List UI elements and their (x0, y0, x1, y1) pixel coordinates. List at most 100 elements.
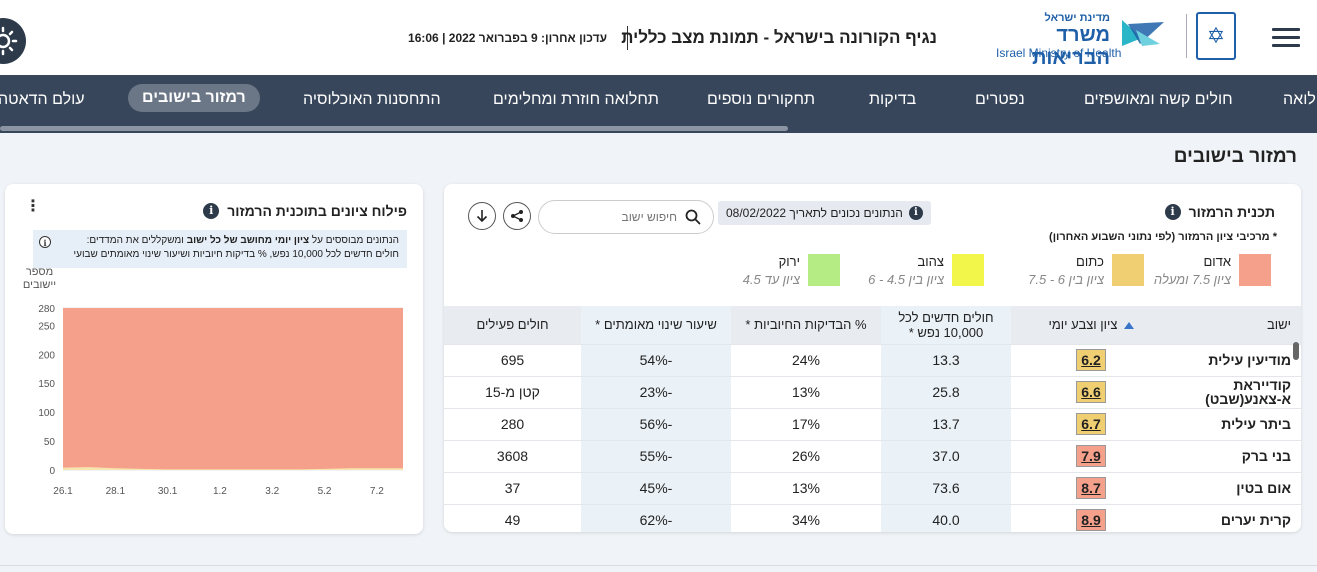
cell-change: -23% (581, 375, 731, 408)
legend-swatch (1239, 254, 1271, 286)
x-tick-label: 5.2 (318, 486, 332, 497)
cell-new-cases: 13.3 (881, 343, 1011, 376)
logo-small-text: מדינת ישראל (1044, 12, 1111, 24)
cell-active: 695 (444, 343, 581, 376)
section-title: רמזור בישובים (1173, 146, 1297, 167)
traffic-light-title: תכנית הרמזור i (1164, 204, 1275, 220)
legend-range: ציון בין 6 - 7.5 (1028, 272, 1104, 287)
cell-active: 3608 (444, 439, 581, 472)
more-options-icon[interactable]: ⋮ (25, 198, 41, 215)
data-date-text: הנתונים נכונים לתאריך 08/02/2022 (726, 206, 903, 220)
traffic-light-subtitle: * מרכיבי ציון הרמזור (לפי נתוני השבוע הא… (1049, 231, 1277, 243)
y-tick-label: 0 (49, 466, 55, 477)
nav-item-morbidity[interactable]: תחלואה (1283, 91, 1317, 108)
score-breakdown-title-text: פילוח ציונים בתוכנית הרמזור (227, 203, 407, 219)
nav-item-deceased[interactable]: נפטרים (975, 91, 1025, 108)
info-icon[interactable]: i (1164, 204, 1181, 220)
methodology-note: i הנתונים מבוססים על ציון יומי מחושב של … (33, 230, 407, 268)
table-row[interactable]: אום בטין 8.7 73.6 13% -45% 37 (444, 471, 1301, 504)
cell-city: ביתר עילית (1171, 407, 1301, 440)
col-header-city[interactable]: ישוב (1171, 306, 1301, 344)
y-tick-label: 100 (38, 408, 55, 419)
cell-city: קודייראת א-צאנע(שבט) (1171, 375, 1301, 408)
legend-name: ירוק (778, 254, 800, 269)
nav-scrollbar[interactable] (0, 126, 788, 131)
legend-name: צהוב (917, 254, 944, 269)
nav-item-data-world[interactable]: עולם הדאטה (0, 91, 85, 108)
menu-button[interactable] (1272, 28, 1300, 48)
note-line-1: הנתונים מבוססים על ציון יומי מחושב של כל… (59, 234, 399, 248)
cell-active: קטן מ-15 (444, 375, 581, 408)
y-tick-label: 200 (38, 350, 55, 361)
legend-yellow: צהוב ציון בין 4.5 - 6 (854, 254, 984, 294)
table-row[interactable]: קרית יערים 8.9 40.0 34% -62% 49 (444, 503, 1301, 532)
legend-swatch (1112, 254, 1144, 286)
cell-positive: 24% (731, 343, 881, 376)
score-breakdown-card: ⋮ פילוח ציונים בתוכנית הרמזור i i הנתוני… (5, 184, 423, 534)
score-badge[interactable]: 6.6 (1076, 381, 1106, 403)
share-button[interactable] (503, 202, 531, 230)
search-input[interactable] (557, 210, 677, 224)
y-axis-label: מספר יישובים (17, 266, 62, 292)
col-header-positive[interactable]: % הבדיקות החיוביות * (731, 306, 881, 344)
y-tick-label: 150 (38, 379, 55, 390)
area-series-1[interactable] (63, 467, 403, 470)
nav-item-traffic-light[interactable]: רמזור בישובים (128, 84, 260, 112)
table-scrollbar[interactable] (1293, 342, 1299, 360)
y-tick-label: 250 (38, 321, 55, 332)
nav-item-reinfection[interactable]: תחלואה חוזרת ומחלימים (493, 91, 659, 108)
score-badge[interactable]: 7.9 (1076, 445, 1106, 467)
score-badge[interactable]: 8.9 (1076, 509, 1106, 532)
cell-new-cases: 25.8 (881, 375, 1011, 408)
cell-positive: 26% (731, 439, 881, 472)
x-tick-label: 30.1 (158, 486, 178, 497)
city-search[interactable] (538, 200, 714, 234)
nav-item-tests[interactable]: בדיקות (869, 91, 917, 108)
download-arrow-icon (476, 210, 488, 223)
download-button[interactable] (468, 202, 496, 230)
cell-new-cases: 73.6 (881, 471, 1011, 504)
col-header-new-cases[interactable]: חולים חדשים לכל 10,000 נפש * (881, 306, 1011, 344)
info-icon[interactable]: i (908, 206, 923, 220)
table-row[interactable]: ביתר עילית 6.7 13.7 17% -56% 280 (444, 407, 1301, 440)
col-header-score[interactable]: ציון וצבע יומי (1011, 306, 1171, 344)
score-area-chart[interactable]: 0 50 100 150 200 250 280 26.1 28.1 30.1 1.2 3.2 5.2 7… (5, 294, 423, 524)
cell-score: 8.9 (1011, 503, 1171, 532)
table-row[interactable]: בני ברק 7.9 37.0 26% -55% 3608 (444, 439, 1301, 472)
score-badge[interactable]: 8.7 (1076, 477, 1106, 499)
col-header-score-text: ציון וצבע יומי (1048, 317, 1118, 333)
legend-green: ירוק ציון עד 4.5 (710, 254, 840, 294)
hamburger-line (1272, 36, 1300, 39)
score-badge[interactable]: 6.7 (1076, 413, 1106, 435)
y-axis-label-line: מספר (25, 266, 54, 278)
cell-change: -56% (581, 407, 731, 440)
cell-city: מודיעין עילית (1171, 343, 1301, 376)
theme-toggle-button[interactable] (0, 18, 26, 64)
x-tick-label: 28.1 (106, 486, 126, 497)
page-bottom-divider (0, 565, 1317, 566)
legend-range: ציון 7.5 ומעלה (1153, 272, 1231, 287)
last-updated: עדכון אחרון: 9 בפברואר 2022 | 16:06 (408, 31, 607, 45)
note-text: הנתונים מבוססים על (309, 235, 399, 246)
legend-red: אדום ציון 7.5 ומעלה (1141, 254, 1271, 294)
col-header-active[interactable]: חולים פעילים (444, 306, 581, 344)
area-series-0[interactable] (63, 308, 403, 470)
nav-item-vaccination[interactable]: התחסנות האוכלוסיה (303, 91, 441, 108)
score-breakdown-title: פילוח ציונים בתוכנית הרמזור i (203, 203, 407, 219)
state-emblem-icon: ✡ (1196, 12, 1236, 60)
cell-positive: 13% (731, 375, 881, 408)
cell-active: 37 (444, 471, 581, 504)
nav-item-investigations[interactable]: תחקורים נוספים (707, 91, 816, 108)
score-badge[interactable]: 6.2 (1076, 349, 1106, 371)
legend-swatch (808, 254, 840, 286)
nav-item-severe[interactable]: חולים קשה ומאושפזים (1084, 91, 1233, 108)
cell-new-cases: 37.0 (881, 439, 1011, 472)
table-row[interactable]: קודייראת א-צאנע(שבט) 6.6 25.8 13% -23% קטן מ-… (444, 375, 1301, 408)
col-header-change[interactable]: שיעור שינוי מאומתים * (581, 306, 731, 344)
cell-city: קרית יערים (1171, 503, 1301, 532)
table-row[interactable]: מודיעין עילית 6.2 13.3 24% -54% 695 (444, 343, 1301, 376)
ministry-logo[interactable]: מדינת ישראל משרד הבריאות Israel Ministry… (996, 10, 1182, 69)
cell-score: 6.6 (1011, 375, 1171, 408)
cell-change: -62% (581, 503, 731, 532)
info-icon[interactable]: i (203, 203, 220, 219)
